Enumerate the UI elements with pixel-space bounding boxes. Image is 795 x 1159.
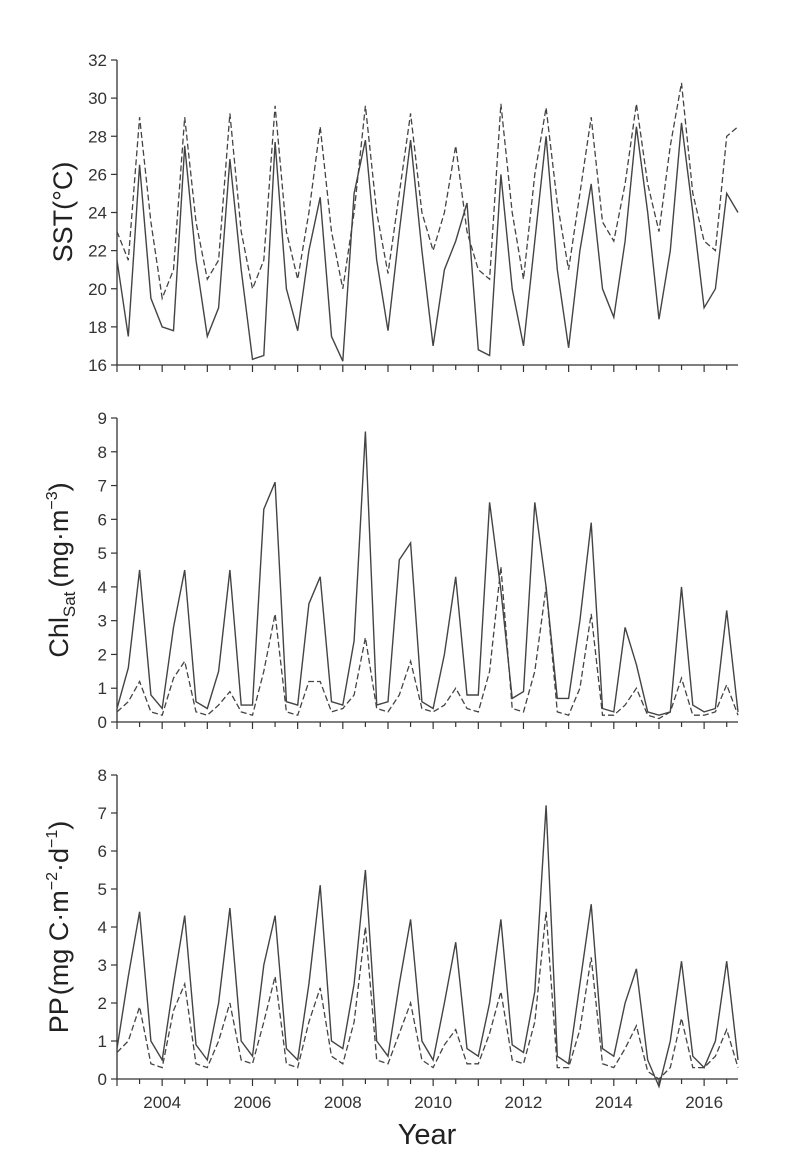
chl-series-dashed (116, 566, 739, 720)
sst-panel: 16 18 20 22 24 26 28 30 32 SST(°C) (48, 51, 739, 375)
chl-y-axis-title: ChlSat (mg·m−3) (44, 482, 79, 657)
chl-y-tick-label: 0 (98, 713, 107, 732)
x-axis-title: Year (398, 1119, 457, 1151)
sst-y-ticks: 16 18 20 22 24 26 28 30 32 (88, 51, 117, 375)
pp-series (116, 805, 739, 1089)
sst-y-tick-label: 16 (88, 356, 107, 375)
chl-series (116, 431, 739, 720)
pp-y-tick-label: 4 (98, 918, 107, 937)
sst-y-tick-label: 28 (88, 127, 107, 146)
x-tick-label: 2014 (595, 1093, 633, 1112)
sst-series-dashed (116, 82, 739, 301)
pp-y-ticks: 0 1 2 3 4 5 6 7 8 (98, 766, 117, 1089)
sst-y-tick-label: 22 (88, 242, 107, 261)
sst-x-ticks (116, 365, 728, 372)
sst-y-tick-label: 30 (88, 89, 107, 108)
chl-ylabel-sup: −3 (44, 491, 61, 509)
pp-y-tick-label: 1 (98, 1032, 107, 1051)
pp-y-axis-title: PP(mg C·m−2·d−1) (44, 821, 74, 1034)
chl-y-tick-label: 3 (98, 612, 107, 631)
x-tick-labels: 2004 2006 2008 2010 2012 2014 2016 (143, 1093, 723, 1112)
chl-ylabel-close: ) (44, 482, 74, 491)
chl-x-ticks (116, 722, 728, 729)
sst-y-tick-label: 18 (88, 318, 107, 337)
chl-series-solid (116, 431, 739, 716)
pp-y-tick-label: 0 (98, 1070, 107, 1089)
pp-y-tick-label: 8 (98, 766, 107, 785)
sst-series (116, 82, 739, 362)
sst-y-tick-label: 20 (88, 280, 107, 299)
chl-y-tick-label: 4 (98, 578, 107, 597)
sst-y-tick-label: 24 (88, 204, 107, 223)
pp-y-tick-label: 5 (98, 880, 107, 899)
pp-panel: 0 1 2 3 4 5 6 7 8 PP(mg C·m−2·d−1) (44, 766, 739, 1089)
chl-y-tick-label: 6 (98, 510, 107, 529)
pp-y-tick-label: 7 (98, 804, 107, 823)
sst-y-tick-label: 32 (88, 51, 107, 70)
x-tick-label: 2012 (505, 1093, 543, 1112)
pp-y-tick-label: 6 (98, 842, 107, 861)
pp-series-solid (116, 805, 739, 1089)
pp-ylabel-sup1: −2 (44, 872, 61, 890)
pp-y-tick-label: 3 (98, 956, 107, 975)
chl-ylabel-sub: Sat (60, 591, 79, 617)
x-tick-label: 2016 (685, 1093, 723, 1112)
pp-ylabel-main: PP (44, 997, 74, 1033)
chl-panel: 0 1 2 3 4 5 6 7 8 9 ChlSat (mg·m−3) (44, 409, 739, 732)
x-tick-label: 2004 (143, 1093, 181, 1112)
x-tick-label: 2006 (234, 1093, 272, 1112)
chl-y-ticks: 0 1 2 3 4 5 6 7 8 9 (98, 409, 117, 732)
chl-y-tick-label: 5 (98, 544, 107, 563)
chl-y-tick-label: 2 (98, 645, 107, 664)
chl-ylabel-unit: (mg·m (44, 510, 74, 588)
chl-y-tick-label: 7 (98, 477, 107, 496)
pp-series-dashed (116, 911, 739, 1080)
pp-ylabel-close: ) (44, 821, 74, 830)
x-tick-label: 2008 (324, 1093, 362, 1112)
chl-y-tick-label: 9 (98, 409, 107, 428)
chl-y-tick-label: 1 (98, 679, 107, 698)
chl-y-tick-label: 8 (98, 443, 107, 462)
sst-series-solid (116, 122, 739, 362)
chl-ylabel-main: Chl (44, 617, 74, 658)
x-tick-label: 2010 (414, 1093, 452, 1112)
pp-ylabel-mid: ·d (44, 848, 74, 872)
pp-x-ticks (116, 1079, 728, 1086)
pp-ylabel-sup2: −1 (44, 830, 61, 848)
pp-y-tick-label: 2 (98, 994, 107, 1013)
pp-ylabel-unit: (mg C·m (44, 890, 74, 995)
sst-y-tick-label: 26 (88, 165, 107, 184)
sst-y-axis-title: SST(°C) (48, 162, 78, 263)
